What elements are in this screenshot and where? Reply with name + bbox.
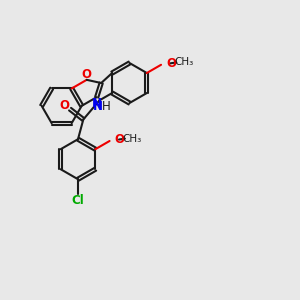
Text: O: O	[115, 133, 125, 146]
Text: H: H	[102, 100, 110, 113]
Text: O: O	[60, 99, 70, 112]
Text: Cl: Cl	[72, 194, 84, 207]
Text: CH₃: CH₃	[174, 57, 194, 68]
Text: O: O	[81, 68, 91, 81]
Text: N: N	[93, 100, 103, 113]
Text: N: N	[92, 97, 102, 110]
Text: O: O	[167, 57, 176, 70]
Text: CH₃: CH₃	[123, 134, 142, 144]
